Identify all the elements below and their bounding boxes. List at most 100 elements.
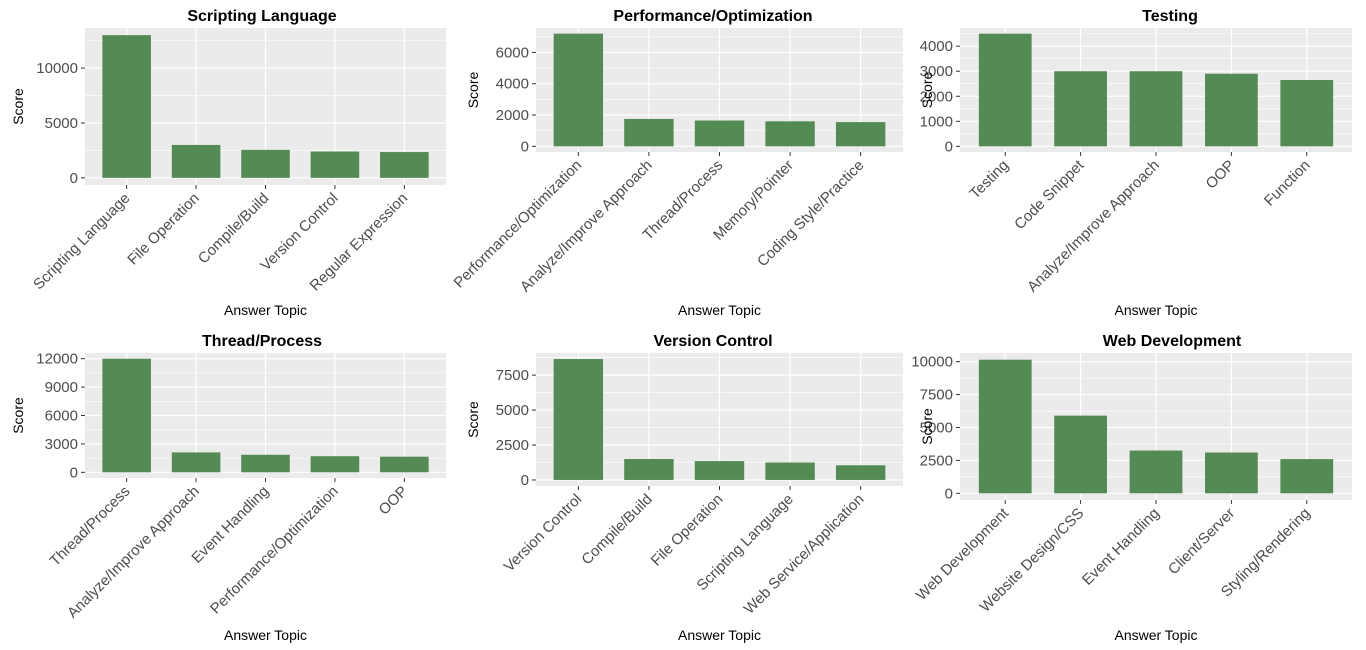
chart-title: Testing [1142, 8, 1198, 25]
bar [1129, 450, 1183, 494]
bar [553, 359, 604, 480]
bar [1205, 73, 1258, 147]
y-tick-label: 1000 [920, 113, 953, 130]
y-tick-label: 0 [521, 138, 529, 155]
y-tick-label: 2500 [496, 437, 529, 454]
y-tick-label: 5000 [920, 419, 953, 436]
bar [835, 465, 886, 480]
chart-title: Version Control [653, 333, 772, 350]
bar [380, 456, 429, 473]
y-tick-label: 9000 [45, 379, 78, 396]
x-tick-label: Performance/Optimization [451, 157, 586, 292]
x-tick-label: Compile/Build [195, 190, 272, 267]
chart-panel-2: 0200040006000Performance/OptimizationAna… [451, 8, 903, 318]
y-tick-label: 0 [70, 464, 78, 481]
y-tick-label: 0 [945, 138, 953, 155]
y-axis-title: Score [919, 72, 935, 109]
bar [1129, 71, 1183, 147]
x-axis-title: Answer Topic [678, 627, 761, 643]
bar [1054, 415, 1107, 494]
y-tick-label: 7500 [496, 367, 529, 384]
x-tick-label: Version Control [501, 491, 586, 576]
x-tick-label: Performance/Optimization [207, 483, 342, 618]
bar [978, 359, 1032, 494]
bar [1205, 452, 1258, 494]
y-tick-label: 6000 [496, 44, 529, 61]
y-tick-label: 4000 [496, 76, 529, 93]
bar [978, 33, 1032, 147]
bar [765, 462, 815, 480]
y-tick-label: 3000 [920, 63, 953, 80]
bar [310, 456, 360, 473]
bar [171, 452, 221, 473]
y-tick-label: 12000 [36, 351, 78, 368]
y-tick-label: 5000 [496, 402, 529, 419]
x-tick-label: File Operation [124, 190, 203, 269]
y-axis-title: Score [919, 408, 935, 445]
bar [241, 149, 290, 178]
y-tick-label: 0 [70, 170, 78, 187]
bar [835, 122, 886, 147]
chart-title: Performance/Optimization [613, 8, 812, 25]
bar [241, 454, 290, 473]
x-axis-title: Answer Topic [1114, 627, 1197, 643]
chart-panel-4: 0 3000 6000 9000 12000 Thread/Process Analyze/… [10, 333, 446, 643]
y-axis-title: Score [465, 401, 481, 438]
x-axis-title: Answer Topic [1114, 302, 1197, 318]
x-tick-label: Code Snippet [1011, 156, 1088, 233]
bar [1280, 79, 1334, 147]
y-tick-label: 6000 [45, 408, 78, 425]
y-axis-title: Score [10, 88, 26, 125]
bar [102, 358, 151, 473]
x-tick-label: Testing [966, 157, 1012, 203]
x-tick-label: Scripting Language [30, 190, 133, 293]
chart-title: Thread/Process [202, 333, 322, 350]
x-tick-label: Function [1261, 157, 1314, 210]
x-tick-label: File Operation [648, 491, 727, 570]
chart-title: Scripting Language [187, 8, 336, 25]
bar [380, 152, 429, 178]
y-tick-label: 0 [521, 472, 529, 489]
x-tick-label: Event Handling [1079, 505, 1163, 589]
bar [102, 35, 151, 178]
bar [694, 120, 745, 147]
y-tick-label: 2000 [496, 107, 529, 124]
bar [553, 33, 604, 147]
x-axis-title: Answer Topic [678, 302, 761, 318]
bar [1280, 459, 1334, 494]
x-tick-label: OOP [376, 483, 412, 519]
bar [1054, 71, 1107, 147]
bar [694, 461, 745, 480]
y-tick-label: 10000 [36, 60, 78, 77]
y-tick-label: 2000 [920, 88, 953, 105]
x-tick-label: Web Service/Application [741, 491, 868, 618]
bar [310, 151, 360, 178]
y-tick-label: 7500 [920, 387, 953, 404]
x-tick-label: Analyze/Improve Approach [517, 157, 656, 296]
x-tick-label: Compile/Build [578, 491, 655, 568]
bar [171, 144, 221, 178]
y-tick-label: 10000 [911, 354, 953, 371]
y-axis-title: Score [10, 397, 26, 434]
y-tick-label: 2500 [920, 452, 953, 469]
x-tick-label: Analyze/Improve Approach [64, 483, 203, 622]
y-tick-label: 3000 [45, 436, 78, 453]
y-tick-label: 5000 [45, 115, 78, 132]
x-axis-title: Answer Topic [224, 302, 307, 318]
bar [765, 121, 815, 147]
y-tick-label: 4000 [920, 38, 953, 55]
y-tick-label: 0 [945, 485, 953, 502]
bar [624, 458, 674, 480]
chart-title: Web Development [1103, 333, 1242, 350]
x-tick-label: OOP [1203, 157, 1239, 193]
x-axis-title: Answer Topic [224, 627, 307, 643]
bar [624, 118, 674, 147]
x-tick-label: Analyze/Improve Approach [1024, 157, 1163, 296]
y-axis-title: Score [465, 72, 481, 109]
x-tick-label: Client/Server [1165, 505, 1238, 578]
